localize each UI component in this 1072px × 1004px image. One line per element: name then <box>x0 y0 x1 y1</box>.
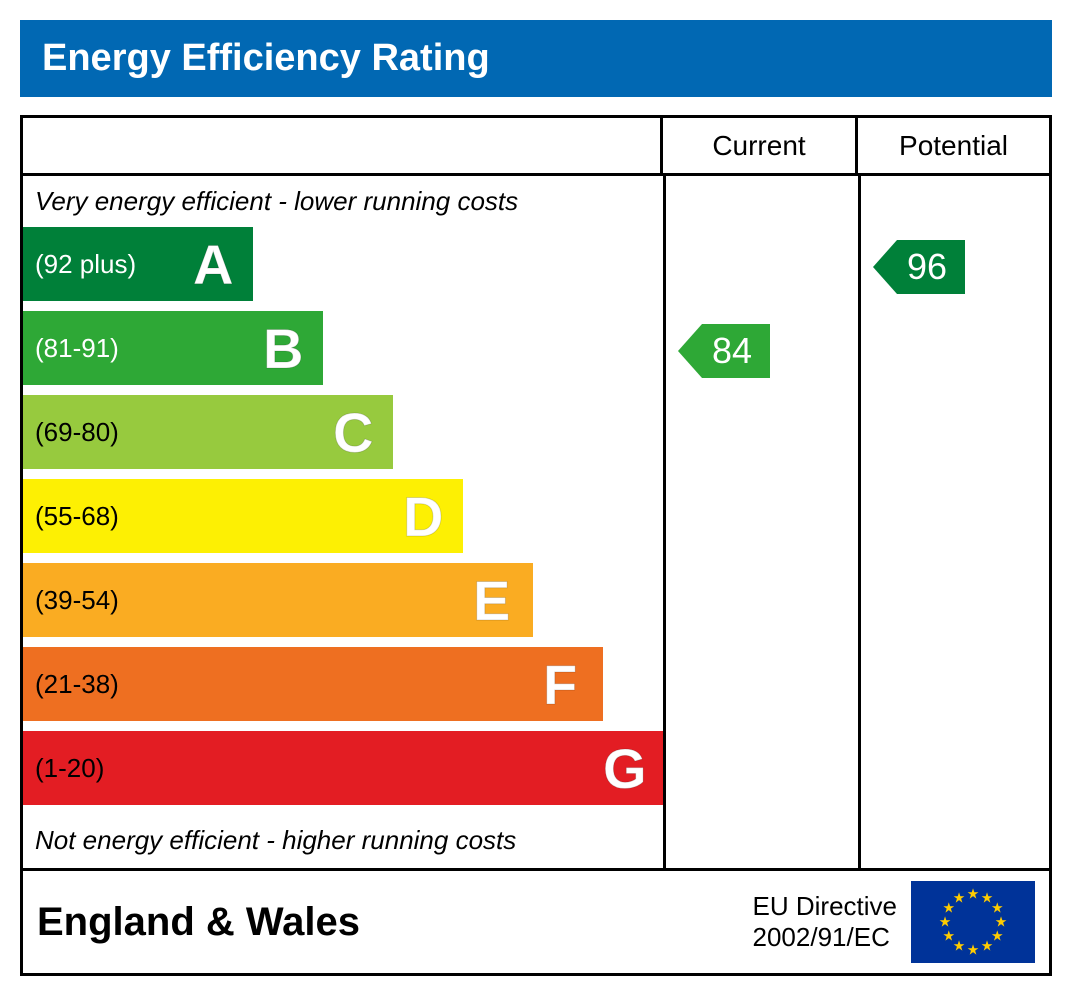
footer-region: England & Wales <box>37 900 753 945</box>
band-letter-d: D <box>403 484 443 549</box>
rating-band-e: (39-54) E <box>23 563 533 637</box>
band-range-g: (1-20) <box>35 753 104 784</box>
rating-band-f: (21-38) F <box>23 647 603 721</box>
rating-band-g: (1-20) G <box>23 731 663 805</box>
epc-chart: Energy Efficiency Rating Current Potenti… <box>20 20 1052 976</box>
band-range-c: (69-80) <box>35 417 119 448</box>
band-letter-g: G <box>603 736 647 801</box>
caption-top: Very energy efficient - lower running co… <box>23 184 663 227</box>
caption-bottom: Not energy efficient - higher running co… <box>23 815 663 860</box>
band-letter-c: C <box>333 400 373 465</box>
eu-flag-icon: ★★★★★★★★★★★★ <box>911 881 1035 963</box>
title-bar: Energy Efficiency Rating <box>20 20 1052 97</box>
rating-band-d: (55-68) D <box>23 479 463 553</box>
rating-band-b: (81-91) B <box>23 311 323 385</box>
header-potential: Potential <box>858 118 1049 173</box>
band-range-d: (55-68) <box>35 501 119 532</box>
header-current: Current <box>663 118 858 173</box>
bands-column: Very energy efficient - lower running co… <box>23 176 666 868</box>
band-range-e: (39-54) <box>35 585 119 616</box>
eu-star: ★ <box>967 942 980 959</box>
eu-star: ★ <box>981 938 994 955</box>
directive-line1: EU Directive <box>753 891 897 922</box>
pointer-arrow-potential <box>873 240 897 294</box>
chart-row: Very energy efficient - lower running co… <box>23 176 1049 868</box>
band-range-f: (21-38) <box>35 669 119 700</box>
eu-star: ★ <box>967 886 980 903</box>
eu-star: ★ <box>953 889 966 906</box>
band-letter-e: E <box>473 568 510 633</box>
band-letter-b: B <box>263 316 303 381</box>
footer-row: England & Wales EU Directive 2002/91/EC … <box>23 868 1049 973</box>
chart-title: Energy Efficiency Rating <box>42 37 490 79</box>
directive-line2: 2002/91/EC <box>753 922 897 953</box>
band-range-b: (81-91) <box>35 333 119 364</box>
footer-directive: EU Directive 2002/91/EC <box>753 891 911 953</box>
potential-column: 96 <box>861 176 1049 868</box>
pointer-potential: 96 <box>873 240 965 294</box>
pointer-arrow-current <box>678 324 702 378</box>
rating-band-a: (92 plus) A <box>23 227 253 301</box>
pointer-value-current: 84 <box>702 324 770 378</box>
pointer-value-potential: 96 <box>897 240 965 294</box>
header-row: Current Potential <box>23 118 1049 176</box>
pointer-current: 84 <box>678 324 770 378</box>
header-spacer <box>23 118 663 173</box>
band-range-a: (92 plus) <box>35 249 136 280</box>
current-column: 84 <box>666 176 861 868</box>
rating-band-c: (69-80) C <box>23 395 393 469</box>
band-letter-a: A <box>193 232 233 297</box>
band-letter-f: F <box>543 652 577 717</box>
chart-body: Current Potential Very energy efficient … <box>20 115 1052 976</box>
